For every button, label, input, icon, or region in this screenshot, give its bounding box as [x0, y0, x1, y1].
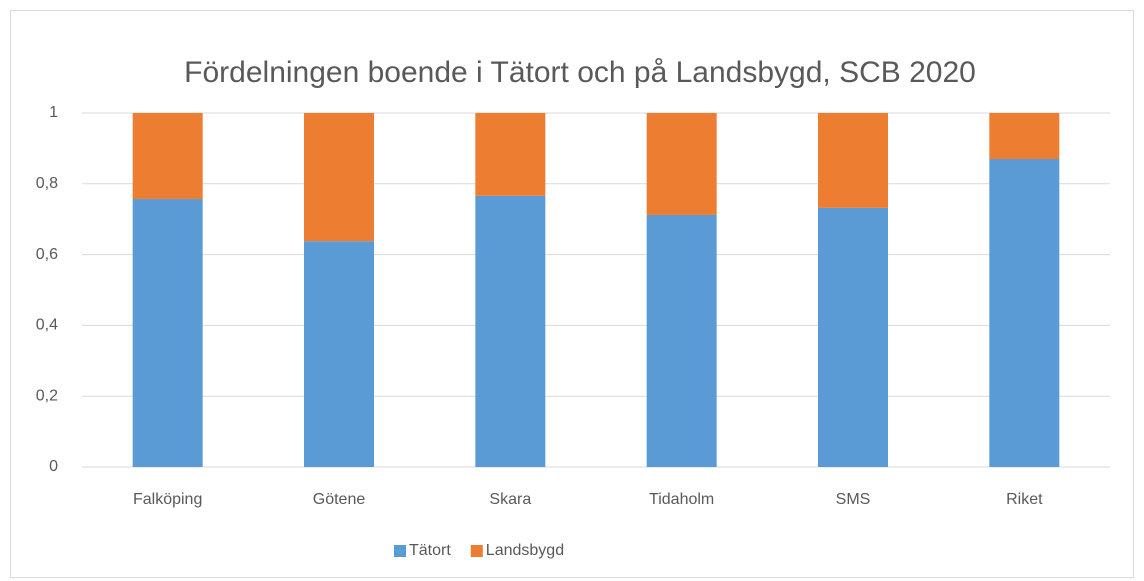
x-tick-label: Riket [1006, 491, 1043, 508]
x-tick-label: Götene [313, 491, 366, 508]
y-tick-label: 0,6 [36, 246, 58, 263]
legend-label: Tätort [409, 542, 451, 559]
bar-segment [646, 214, 717, 467]
bar-segment [132, 113, 203, 200]
x-tick-label: Falköping [133, 491, 202, 508]
bar-segment [475, 113, 546, 196]
bar-segment [989, 159, 1060, 467]
bar-segment [818, 113, 888, 208]
bar-segment [132, 199, 203, 467]
legend-swatch [394, 545, 406, 557]
bar-segment [646, 113, 717, 215]
y-tick-label: 0 [49, 458, 58, 475]
bar-segment [304, 113, 374, 242]
bar-segment [989, 113, 1060, 160]
y-tick-label: 0,4 [36, 317, 58, 334]
bar-segment [304, 241, 374, 467]
x-tick-label: SMS [836, 491, 871, 508]
y-tick-label: 1 [49, 104, 58, 121]
bar-segment [475, 195, 546, 467]
y-tick-label: 0,8 [36, 175, 58, 192]
y-tick-label: 0,2 [36, 387, 58, 404]
legend-swatch [470, 545, 483, 557]
legend-label: Landsbygd [486, 542, 564, 559]
chart-title: Fördelningen boende i Tätort och på Land… [184, 56, 976, 89]
x-tick-label: Tidaholm [649, 491, 714, 508]
bar-segment [818, 207, 888, 467]
x-tick-label: Skara [489, 491, 531, 508]
